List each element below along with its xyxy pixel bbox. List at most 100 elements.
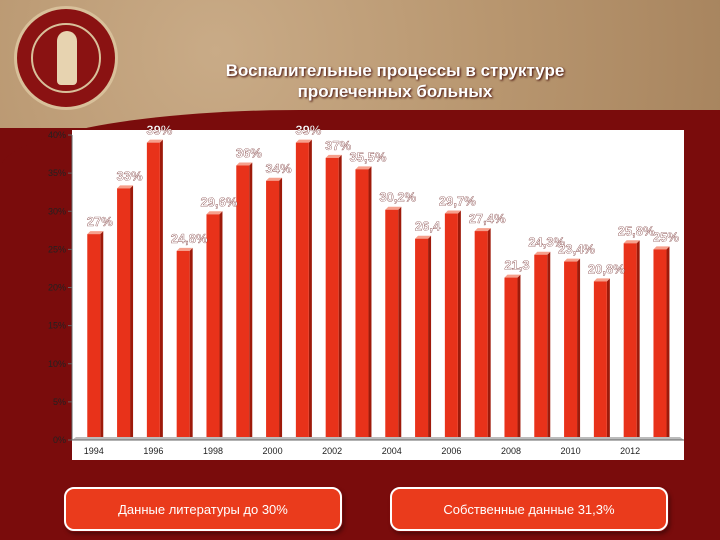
bar-top xyxy=(176,247,193,251)
data-label: 24,8% xyxy=(171,231,208,246)
bar-2005 xyxy=(415,235,432,440)
bar-1994 xyxy=(87,231,104,440)
bar-2008 xyxy=(504,274,521,440)
data-labels-group: 27% 33% 39% 24,8% 29,6% 36% 34% 39% 37%35,5% 30,2… xyxy=(87,122,680,276)
data-label: 39% xyxy=(146,123,172,138)
plot-background xyxy=(72,130,684,460)
bar-side xyxy=(577,258,581,440)
bar-side xyxy=(487,228,491,440)
y-tick-label: 35% xyxy=(48,168,66,178)
bar-face xyxy=(534,254,548,440)
bar-face xyxy=(206,214,220,440)
bar-side xyxy=(457,210,461,440)
bar-top xyxy=(325,154,342,158)
bar-chart: 0% 5% 10% 15% 20% 25% 30% 35% 40% 1994 1996 1998 20… xyxy=(48,122,684,460)
data-label: 29,7% xyxy=(439,194,476,209)
data-label: 25% xyxy=(653,229,679,244)
bar-2000 xyxy=(266,177,283,440)
bar-face xyxy=(593,281,607,440)
bar-top xyxy=(623,240,640,244)
bar-side xyxy=(428,235,432,440)
x-tick-label: 2010 xyxy=(561,446,581,456)
bar-2010 xyxy=(564,258,581,440)
bar-face xyxy=(385,209,399,440)
bar-top xyxy=(236,162,253,166)
bars-group xyxy=(87,139,670,440)
bar-side xyxy=(606,278,610,440)
bar-face xyxy=(653,249,667,440)
bar-face xyxy=(564,261,578,440)
bar-1997 xyxy=(176,247,193,440)
x-tick-label: 1996 xyxy=(143,446,163,456)
data-label: 24,3% xyxy=(528,235,565,250)
x-axis-floor xyxy=(72,437,684,440)
slide-title: Воспалительные процессы в структуре прол… xyxy=(160,60,630,102)
data-label: 33% xyxy=(117,168,143,183)
bar-2002 xyxy=(325,154,342,440)
bar-side xyxy=(100,231,104,440)
literature-data-label: Данные литературы до 30% xyxy=(118,501,288,517)
y-tick-label: 15% xyxy=(48,321,66,331)
bar-2006 xyxy=(444,210,461,440)
bar-top xyxy=(593,278,610,282)
x-axis: 1994 1996 1998 2000 2002 2004 2006 2008 2010 2012 xyxy=(72,437,684,456)
bar-top xyxy=(534,251,551,255)
y-tick-label: 40% xyxy=(48,130,66,140)
title-line-1: Воспалительные процессы в структуре xyxy=(225,61,565,80)
bar-top xyxy=(504,274,521,278)
bar-2001 xyxy=(295,139,312,440)
bar-1998 xyxy=(206,211,223,440)
bar-top xyxy=(564,258,581,262)
y-tick-label: 25% xyxy=(48,244,66,254)
x-tick-label: 2002 xyxy=(322,446,342,456)
bar-1995 xyxy=(117,185,134,440)
data-label: 23,4% xyxy=(558,242,595,257)
bar-side xyxy=(666,246,670,440)
bar-face xyxy=(87,234,101,440)
bar-top xyxy=(295,139,312,143)
bar-2011 xyxy=(593,278,610,440)
literature-data-box: Данные литературы до 30% xyxy=(64,487,342,531)
logo-ring xyxy=(31,23,101,93)
bar-side xyxy=(308,139,312,440)
data-label: 21,3 xyxy=(504,258,529,273)
x-tick-label: 2006 xyxy=(441,446,461,456)
bar-1999 xyxy=(236,162,253,440)
bar-face xyxy=(295,142,309,440)
bar-face xyxy=(325,157,339,440)
bar-side xyxy=(398,206,402,440)
bar-top xyxy=(266,177,283,181)
bar-1996 xyxy=(146,139,163,440)
bar-face xyxy=(266,180,280,440)
own-data-label: Собственные данные 31,3% xyxy=(443,501,615,517)
data-label: 34% xyxy=(266,161,292,176)
x-tick-label: 2004 xyxy=(382,446,402,456)
bar-2004 xyxy=(385,206,402,440)
bar-2013 xyxy=(653,246,670,440)
bar-top xyxy=(355,166,372,170)
logo-figure-icon xyxy=(57,31,77,85)
bar-face xyxy=(176,250,190,440)
hospital-logo xyxy=(14,6,118,110)
bar-side xyxy=(547,251,551,440)
y-tick-label: 30% xyxy=(48,206,66,216)
data-label: 30,2% xyxy=(379,190,416,205)
data-label: 20,8% xyxy=(588,261,625,276)
bar-side xyxy=(636,240,640,440)
bar-top xyxy=(653,246,670,250)
bar-side xyxy=(130,185,134,440)
y-tick-label: 5% xyxy=(53,397,66,407)
bar-side xyxy=(517,274,521,440)
y-tick-label: 10% xyxy=(48,359,66,369)
bar-top xyxy=(474,228,491,232)
data-label: 35,5% xyxy=(350,149,387,164)
data-label: 26,4 xyxy=(415,219,441,234)
bar-side xyxy=(159,139,163,440)
bar-face xyxy=(355,169,369,440)
bar-face xyxy=(623,243,637,440)
title-line-2: пролеченных больных xyxy=(297,82,493,101)
bar-face xyxy=(146,142,160,440)
bar-face xyxy=(444,213,458,440)
x-tick-label: 1998 xyxy=(203,446,223,456)
bar-side xyxy=(189,247,193,440)
